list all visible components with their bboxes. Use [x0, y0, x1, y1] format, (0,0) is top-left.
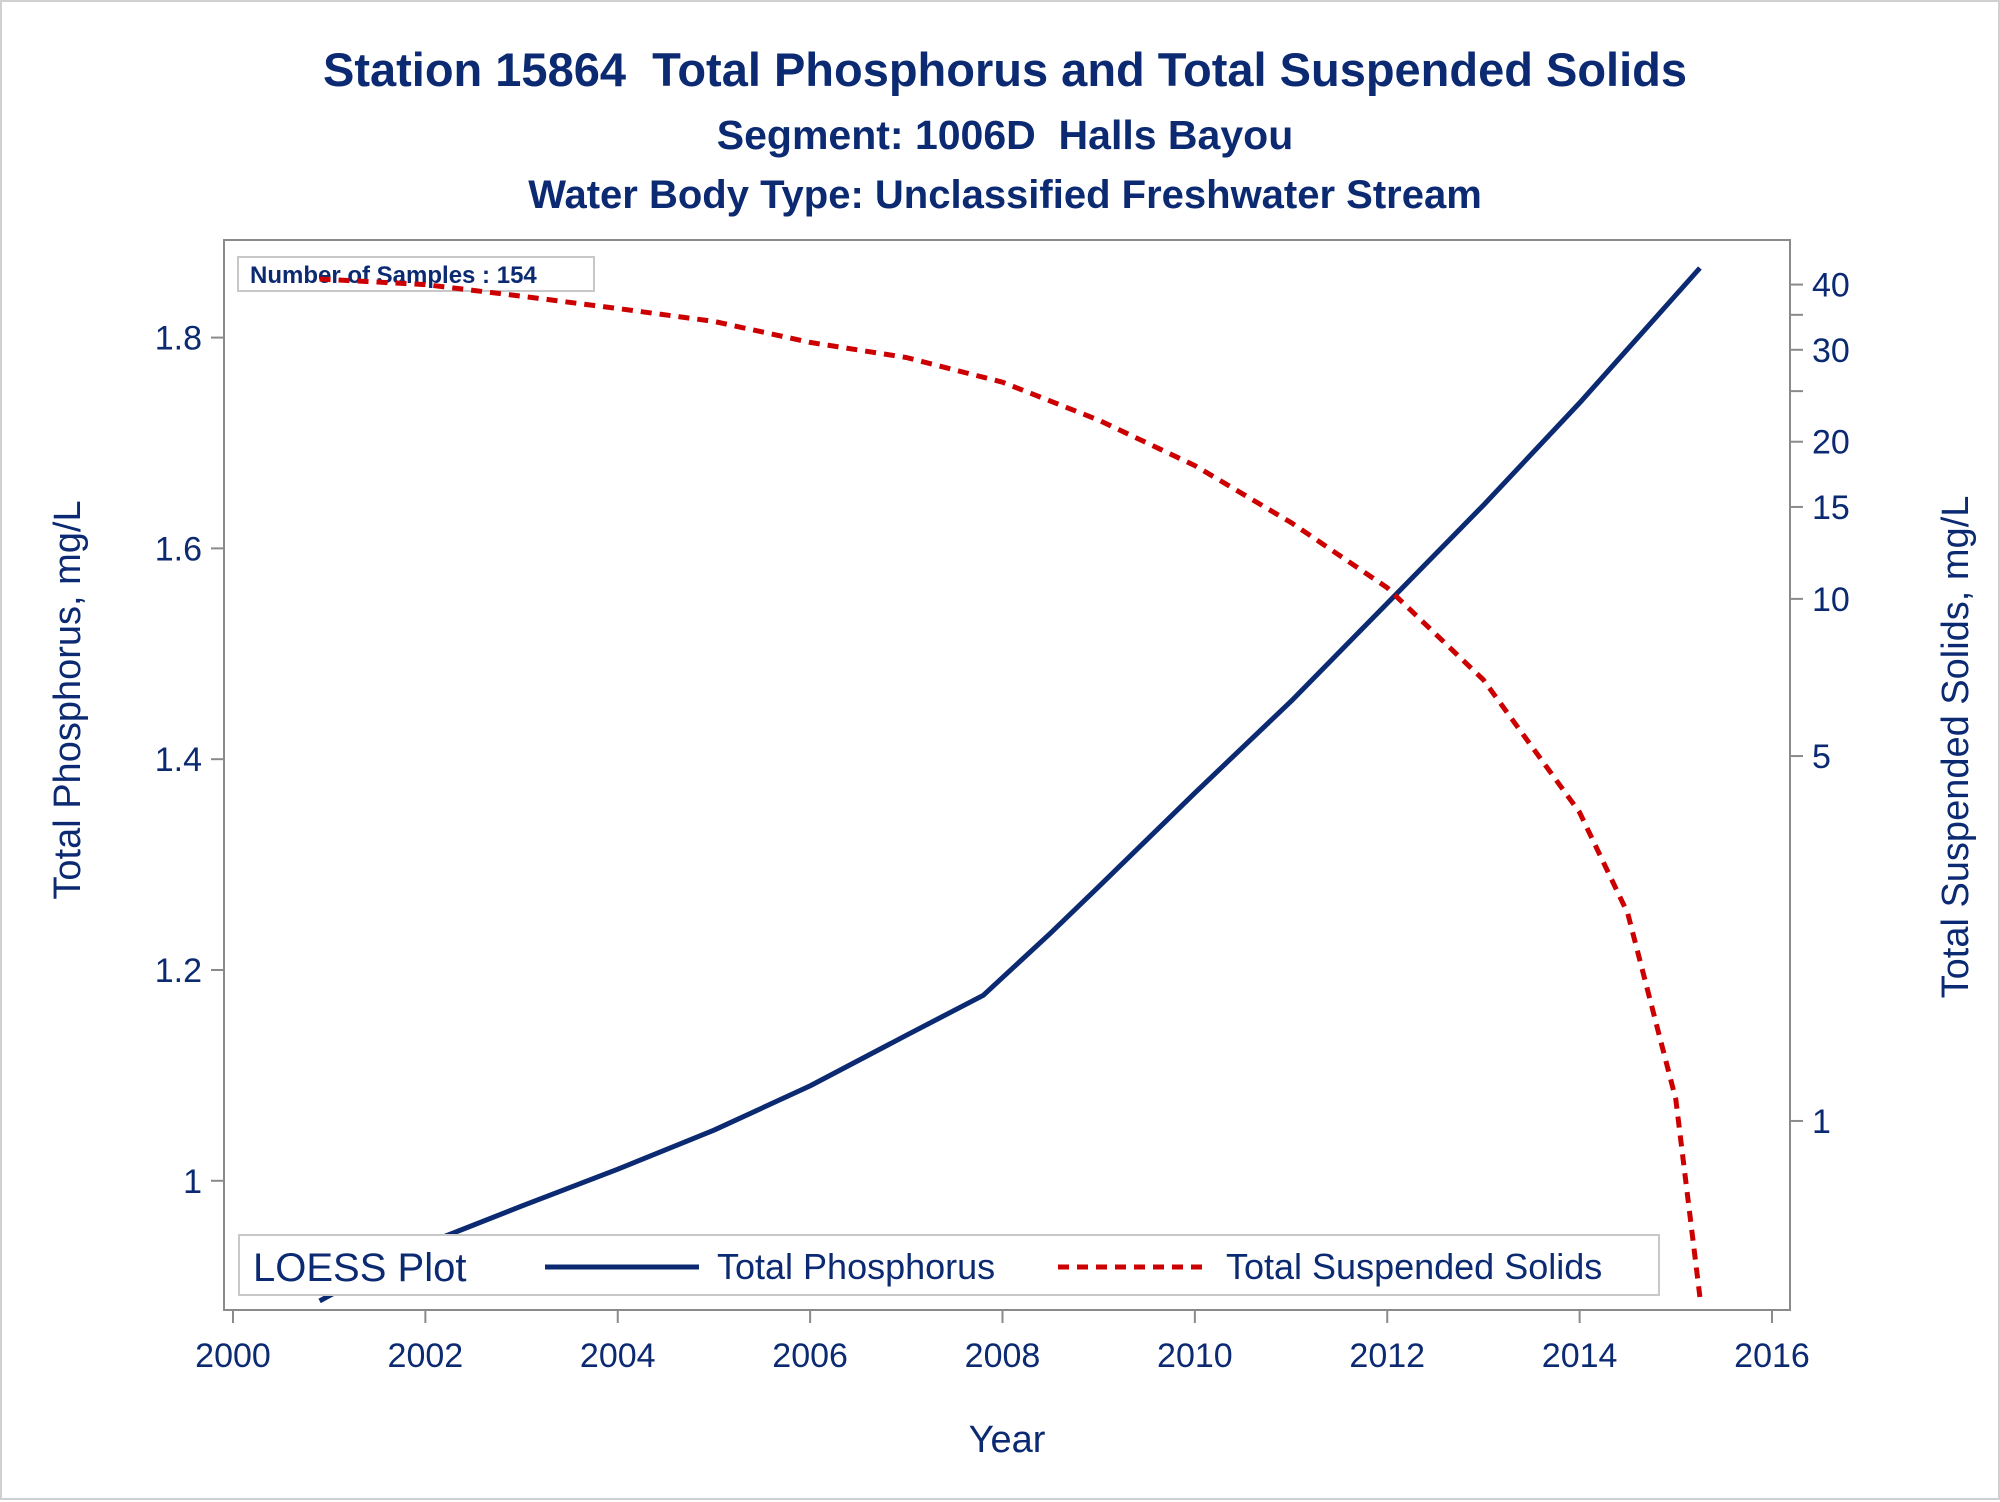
legend: LOESS Plot Total Phosphorus Total Suspen…	[238, 1234, 1660, 1296]
series-line-total-phosphorus	[318, 266, 1702, 1304]
x-tick-label: 2008	[965, 1337, 1041, 1375]
y-tick-label: 1.2	[155, 952, 202, 990]
x-tick-label: 2006	[772, 1337, 848, 1375]
chart-title: Station 15864 Total Phosphorus and Total…	[323, 43, 1687, 96]
x-tick-label: 2002	[388, 1337, 464, 1375]
x-tick-label: 2004	[580, 1337, 656, 1375]
x-tick-label: 2016	[1734, 1337, 1810, 1375]
plot-area	[223, 239, 1791, 1311]
y2-tick-label: 15	[1812, 489, 1850, 527]
y2-tick-label: 30	[1812, 332, 1850, 370]
y2-axis-label: Total Suspended Solids, mg/L	[1935, 496, 1977, 999]
legend-title: LOESS Plot	[253, 1246, 466, 1290]
x-tick-label: 2012	[1349, 1337, 1425, 1375]
y2-tick-label: 10	[1812, 581, 1850, 619]
chart-subtitle: Segment: 1006D Halls Bayou	[717, 112, 1293, 158]
x-tick-label: 2000	[195, 1337, 271, 1375]
y-tick-label: 1	[183, 1163, 202, 1201]
x-tick-label: 2014	[1542, 1337, 1618, 1375]
y-tick-label: 1.4	[155, 741, 202, 779]
y2-tick-label: 1	[1812, 1103, 1831, 1141]
series-line-total-suspended-solids	[319, 276, 1703, 1298]
y-tick-label: 1.6	[155, 530, 202, 568]
sample-count-label: Number of Samples : 154	[250, 262, 537, 289]
legend-box	[238, 1234, 1660, 1296]
y2-tick-label: 20	[1812, 424, 1850, 462]
x-tick-label: 2010	[1157, 1337, 1233, 1375]
legend-label-phosphorus: Total Phosphorus	[717, 1246, 995, 1287]
ticks-layer: 2000 2002 2004 2006 2008 2010 2012 2014 201611.2…	[155, 267, 1850, 1375]
y-axis-label: Total Phosphorus, mg/L	[47, 500, 89, 899]
x-axis-label: Year	[969, 1419, 1046, 1461]
y2-tick-label: 40	[1812, 267, 1850, 305]
series-layer	[318, 266, 1703, 1304]
y-tick-label: 1.8	[155, 320, 202, 358]
legend-label-solids: Total Suspended Solids	[1226, 1246, 1602, 1287]
y2-tick-label: 5	[1812, 738, 1831, 776]
chart-subtitle-2: Water Body Type: Unclassified Freshwater…	[528, 173, 1482, 217]
